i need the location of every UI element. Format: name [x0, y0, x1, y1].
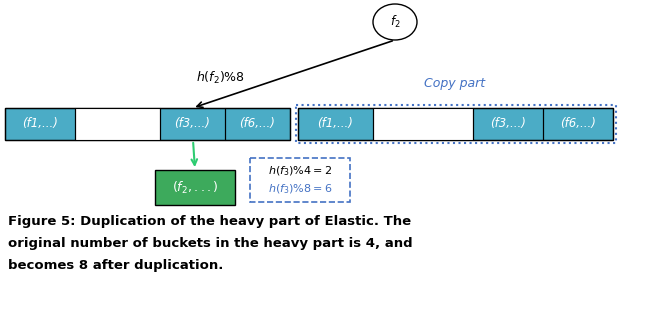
Text: (f1,...): (f1,...) — [22, 117, 58, 130]
Text: $h(f_2)\%8$: $h(f_2)\%8$ — [196, 70, 245, 86]
Bar — [373, 108, 473, 140]
Text: original number of buckets in the heavy part is 4, and: original number of buckets in the heavy … — [8, 237, 412, 250]
Text: $h(f_3)\%8=6$: $h(f_3)\%8=6$ — [268, 182, 332, 196]
Text: becomes 8 after duplication.: becomes 8 after duplication. — [8, 259, 223, 272]
Text: $(f_2,...)$: $(f_2,...)$ — [172, 180, 218, 196]
Text: (f3,...): (f3,...) — [490, 117, 526, 130]
Text: (f3,...): (f3,...) — [174, 117, 210, 130]
Text: (f6,...): (f6,...) — [239, 117, 275, 130]
Bar — [160, 108, 225, 140]
Bar — [75, 108, 160, 140]
Text: $h(f_3)\%4=2$: $h(f_3)\%4=2$ — [268, 164, 332, 178]
Bar — [296, 105, 616, 143]
Text: $f_2$: $f_2$ — [390, 14, 400, 30]
Bar — [75, 108, 160, 140]
Bar — [250, 158, 350, 202]
Bar — [298, 108, 613, 140]
Text: (f6,...): (f6,...) — [560, 117, 596, 130]
Text: Copy part: Copy part — [424, 77, 485, 90]
Bar — [473, 108, 543, 140]
Bar — [298, 108, 373, 140]
Bar — [225, 108, 290, 140]
Bar — [155, 170, 235, 205]
Text: Figure 5: Duplication of the heavy part of Elastic. The: Figure 5: Duplication of the heavy part … — [8, 215, 411, 228]
Bar — [5, 108, 290, 140]
Bar — [373, 108, 473, 140]
Text: (f1,...): (f1,...) — [318, 117, 353, 130]
Bar — [543, 108, 613, 140]
Bar — [5, 108, 75, 140]
